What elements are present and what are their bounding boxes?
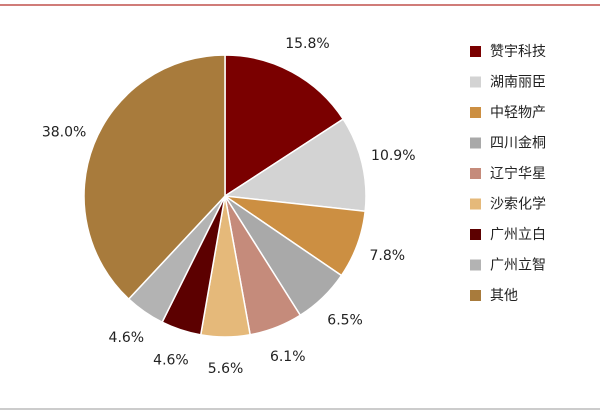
pie-slice [83,54,226,301]
data-label: 7.8% [369,248,405,264]
legend-label: 沙索化学 [490,196,546,213]
legend-label: 四川金桐 [490,136,546,152]
legend-label: 广州立智 [490,258,546,274]
data-label: 38.0% [42,125,86,141]
legend-label: 辽宁华星 [490,165,546,182]
legend-swatch [470,290,481,301]
legend-swatch [470,137,481,149]
legend-label: 其他 [490,288,518,304]
data-label: 15.8% [285,36,329,52]
legend-swatch [470,46,481,57]
data-label: 4.6% [153,352,189,368]
legend-swatch [470,107,481,118]
legend-label: 中轻物产 [490,105,546,121]
legend-label: 广州立白 [490,227,546,243]
pie-slice [224,54,345,198]
legend-label: 湖南丽臣 [490,75,546,91]
data-label: 4.6% [109,330,145,346]
data-label: 5.6% [208,361,244,377]
legend-swatch [470,259,481,271]
legend-swatch [470,229,481,240]
data-label: 10.9% [371,148,415,164]
pie-slice [222,118,367,213]
legend-swatch [470,168,481,179]
legend-swatch [470,76,481,88]
data-label: 6.1% [270,349,306,365]
legend-label: 赞宇科技 [490,44,546,60]
data-label: 6.5% [327,313,363,329]
legend-swatch [470,198,481,210]
